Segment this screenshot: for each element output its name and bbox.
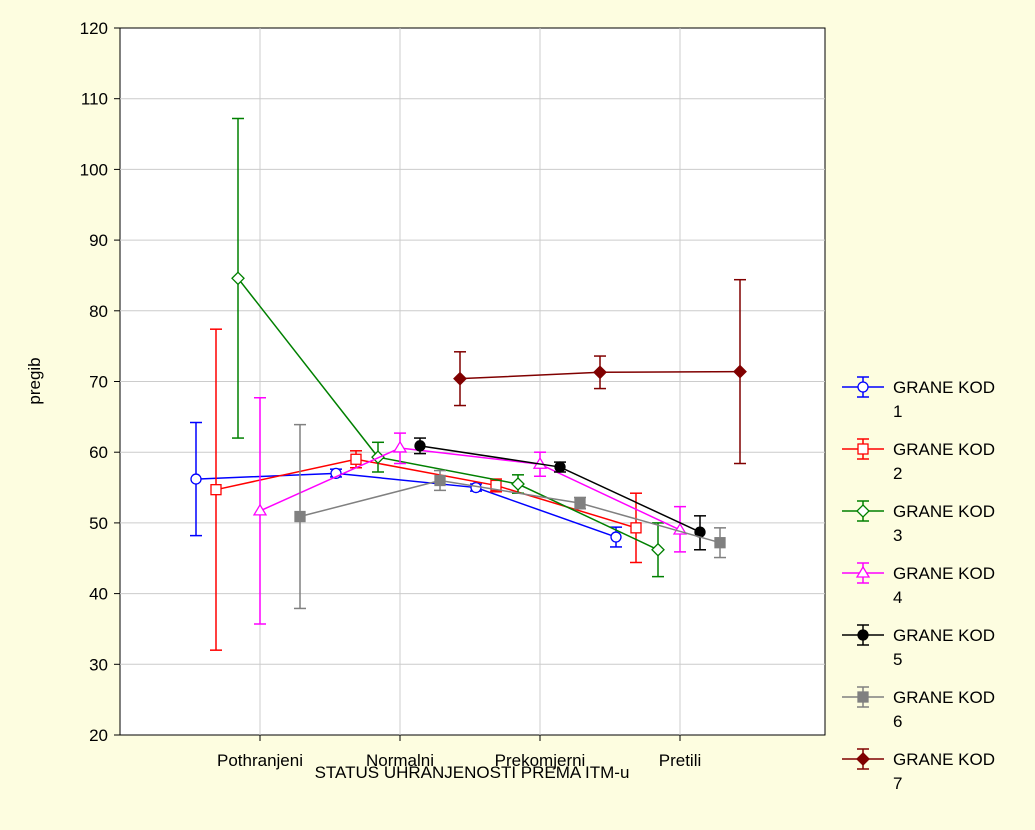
legend-label-number: 7 [893, 774, 902, 793]
x-axis-title: STATUS UHRANJENOSTI PREMA ITM-u [315, 763, 630, 782]
y-tick-label: 80 [89, 302, 108, 321]
y-tick-label: 30 [89, 655, 108, 674]
series-layer [190, 117, 747, 651]
series-6-line [299, 479, 721, 544]
data-point [610, 531, 622, 543]
series-1-line [195, 472, 617, 538]
legend-marker [857, 691, 869, 703]
data-point [350, 453, 362, 465]
legend-marker [856, 752, 870, 766]
data-point [630, 522, 642, 534]
data-point [190, 473, 202, 485]
y-axis-title: pregib [25, 357, 44, 404]
legend-label: GRANE KOD [893, 502, 995, 521]
legend-label-number: 4 [893, 588, 902, 607]
legend-marker [856, 504, 870, 518]
x-tick-label: Prekomjerni [495, 751, 586, 770]
legend-item-4: GRANE KOD 4 [842, 562, 995, 607]
data-point [511, 477, 525, 491]
series-3 [231, 117, 665, 578]
series-4 [252, 397, 688, 625]
x-tick-label: Pretili [659, 751, 702, 770]
legend-label: GRANE KOD [893, 378, 995, 397]
legend-label-number: 5 [893, 650, 902, 669]
legend: GRANE KOD 1 GRANE KOD 2 GRANE KOD 3 GRANE KOD 4… [842, 376, 995, 793]
data-point [392, 440, 408, 453]
legend-label: GRANE KOD [893, 750, 995, 769]
data-point [554, 461, 566, 473]
legend-item-7: GRANE KOD 7 [842, 748, 995, 793]
data-point [414, 440, 426, 452]
data-point [453, 371, 467, 386]
legend-label: GRANE KOD [893, 688, 995, 707]
y-tick-label: 40 [89, 585, 108, 604]
x-tick-label: Pothranjeni [217, 751, 303, 770]
data-point [651, 542, 665, 557]
y-tick-label: 60 [89, 443, 108, 462]
legend-label: GRANE KOD [893, 440, 995, 459]
legend-label-number: 3 [893, 526, 902, 545]
y-tick-label: 120 [80, 19, 108, 38]
series-6 [294, 423, 726, 610]
legend-label-number: 1 [893, 402, 902, 421]
data-point [714, 537, 726, 549]
legend-item-3: GRANE KOD 3 [842, 500, 995, 545]
data-point [574, 497, 586, 509]
legend-item-6: GRANE KOD 6 [842, 686, 995, 731]
legend-item-5: GRANE KOD 5 [842, 624, 995, 669]
legend-item-2: GRANE KOD 2 [842, 438, 995, 483]
legend-marker [857, 381, 869, 393]
series-3-line [237, 277, 659, 551]
y-tick-label: 70 [89, 373, 108, 392]
x-axis: Pothranjeni Normalni Prekomjerni Pretili [217, 735, 701, 770]
y-tick-label: 90 [89, 231, 108, 250]
legend-label: GRANE KOD [893, 626, 995, 645]
data-point [252, 503, 268, 516]
x-tick-label: Normalni [366, 751, 434, 770]
data-point [210, 484, 222, 496]
data-point [294, 510, 306, 523]
y-axis: 20 30 40 50 60 70 80 90 100 110 120 [80, 19, 120, 745]
series-7 [453, 278, 747, 465]
legend-label-number: 2 [893, 464, 902, 483]
legend-marker [855, 565, 871, 578]
series-4-line [259, 447, 681, 531]
legend-label-number: 6 [893, 712, 902, 731]
y-tick-label: 20 [89, 726, 108, 745]
data-point [434, 474, 446, 487]
y-tick-label: 100 [80, 160, 108, 179]
grid [120, 28, 825, 735]
data-point [733, 364, 747, 379]
data-point [593, 365, 607, 380]
series-5 [414, 437, 706, 551]
legend-marker [857, 629, 869, 641]
legend-label: GRANE KOD [893, 564, 995, 583]
y-tick-label: 50 [89, 514, 108, 533]
y-tick-label: 110 [81, 90, 108, 109]
data-point [231, 271, 245, 286]
legend-item-1: GRANE KOD 1 [842, 376, 995, 421]
legend-marker [857, 443, 869, 455]
